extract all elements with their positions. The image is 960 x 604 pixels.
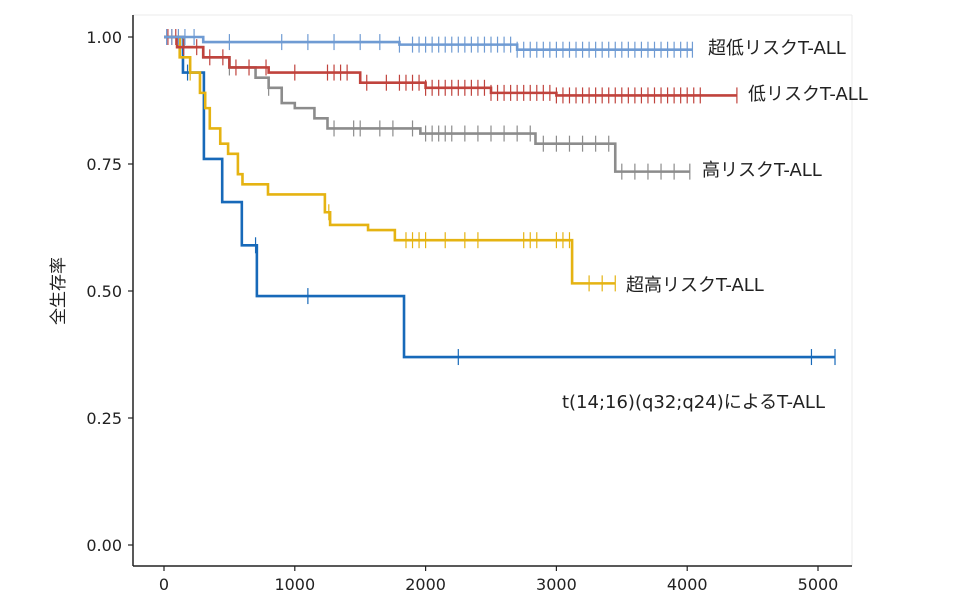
axes: 0.00 0.25 0.50 0.75 1.00 0 1000 2000 3000 4000 500…	[86, 28, 838, 594]
x-tick-label: 5000	[798, 575, 839, 594]
survival-curve	[164, 35, 616, 285]
survival-curve	[164, 35, 836, 359]
y-tick-label: 0.75	[86, 155, 122, 174]
x-tick-label: 0	[159, 575, 169, 594]
series-label: 超低リスクT-ALL	[708, 38, 846, 59]
y-tick-label: 1.00	[86, 28, 122, 47]
series-labels: t(14;16)(q32;q24)によるT-ALL 超高リスクT-ALL 高リスクT…	[562, 38, 868, 413]
series-label: 超高リスクT-ALL	[626, 275, 764, 296]
y-tick-label: 0.50	[86, 282, 122, 301]
series-3	[164, 35, 616, 292]
y-tick-label: 0.00	[86, 536, 122, 555]
series-2	[164, 35, 691, 180]
survival-curve	[164, 35, 737, 97]
curves	[164, 29, 836, 366]
series-0	[164, 29, 694, 58]
y-tick-label: 0.25	[86, 409, 122, 428]
series-label: 高リスクT-ALL	[702, 160, 822, 181]
series-label: 低リスクT-ALL	[748, 84, 868, 105]
x-tick-label: 1000	[274, 575, 315, 594]
survival-curve	[164, 35, 690, 173]
y-axis-label: 全生存率	[49, 257, 69, 325]
series-4	[164, 35, 836, 366]
x-tick-label: 4000	[667, 575, 708, 594]
series-label: t(14;16)(q32;q24)によるT-ALL	[562, 392, 825, 413]
x-tick-label: 3000	[536, 575, 577, 594]
survival-curve	[164, 35, 693, 51]
x-tick-label: 2000	[405, 575, 446, 594]
series-1	[164, 29, 738, 104]
